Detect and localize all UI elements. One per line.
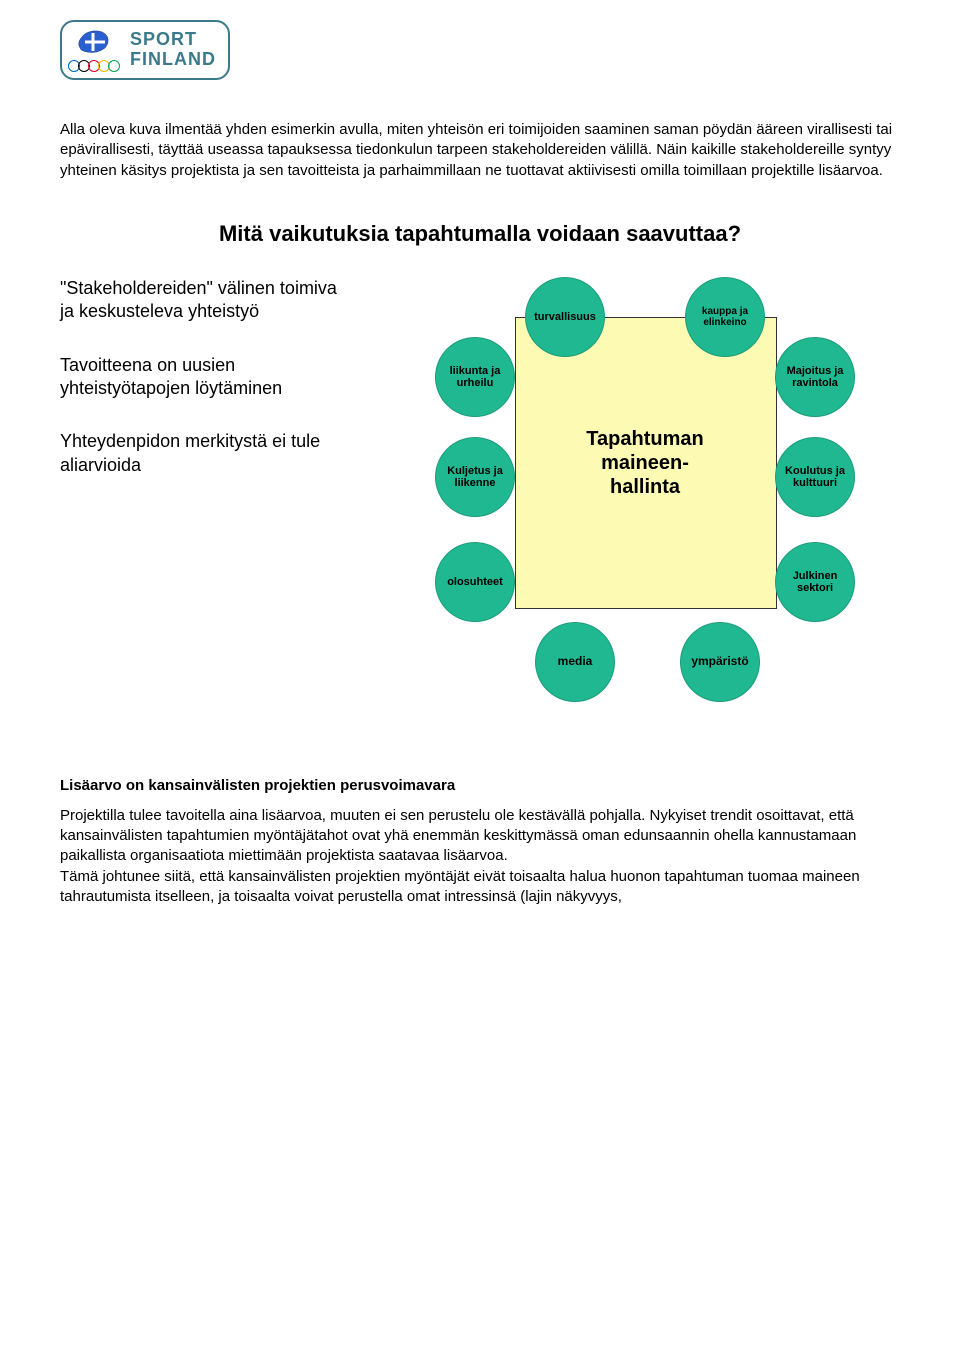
stakeholder-node: kauppa ja elinkeino — [685, 277, 765, 357]
logo-text: SPORT FINLAND — [130, 30, 216, 70]
diagram-chart: Tapahtumanmaineen-hallinta turvallisuus ka… — [360, 277, 860, 717]
section-para-b: Tämä johtunee siitä, että kansainväliste… — [60, 867, 900, 908]
logo-line2: FINLAND — [130, 50, 216, 70]
diagram-left-block: Yhteydenpidon merkitystä ei tule aliarvi… — [60, 430, 340, 477]
center-label: Tapahtumanmaineen-hallinta — [570, 427, 720, 499]
stakeholder-node: Majoitus ja ravintola — [775, 337, 855, 417]
diagram-left-block: Tavoitteena on uusien yhteistyötapojen l… — [60, 354, 340, 401]
stakeholder-node: liikunta ja urheilu — [435, 337, 515, 417]
stakeholder-node: ympäristö — [680, 622, 760, 702]
stakeholder-node: media — [535, 622, 615, 702]
stakeholder-node: turvallisuus — [525, 277, 605, 357]
logo: SPORT FINLAND — [60, 20, 900, 80]
section-heading: Lisäarvo on kansainvälisten projektien p… — [60, 777, 900, 794]
logo-line1: SPORT — [130, 30, 216, 50]
logo-badge: SPORT FINLAND — [60, 20, 230, 80]
stakeholder-node: olosuhteet — [435, 542, 515, 622]
stakeholder-node: Julkinen sektori — [775, 542, 855, 622]
section-2: Lisäarvo on kansainvälisten projektien p… — [60, 777, 900, 907]
stakeholder-node: Koulutus ja kulttuuri — [775, 437, 855, 517]
olympic-rings-icon — [70, 60, 120, 72]
diagram: Mitä vaikutuksia tapahtumalla voidaan sa… — [60, 221, 900, 717]
diagram-left-text: "Stakeholdereiden" välinen toimiva ja ke… — [60, 277, 340, 507]
stakeholder-node: Kuljetus ja liikenne — [435, 437, 515, 517]
section-para-a: Projektilla tulee tavoitella aina lisäar… — [60, 806, 900, 867]
diagram-left-block: "Stakeholdereiden" välinen toimiva ja ke… — [60, 277, 340, 324]
intro-paragraph: Alla oleva kuva ilmentää yhden esimerkin… — [60, 120, 900, 181]
finland-icon — [75, 28, 115, 58]
ring-icon — [108, 60, 120, 72]
diagram-title: Mitä vaikutuksia tapahtumalla voidaan sa… — [60, 221, 900, 247]
